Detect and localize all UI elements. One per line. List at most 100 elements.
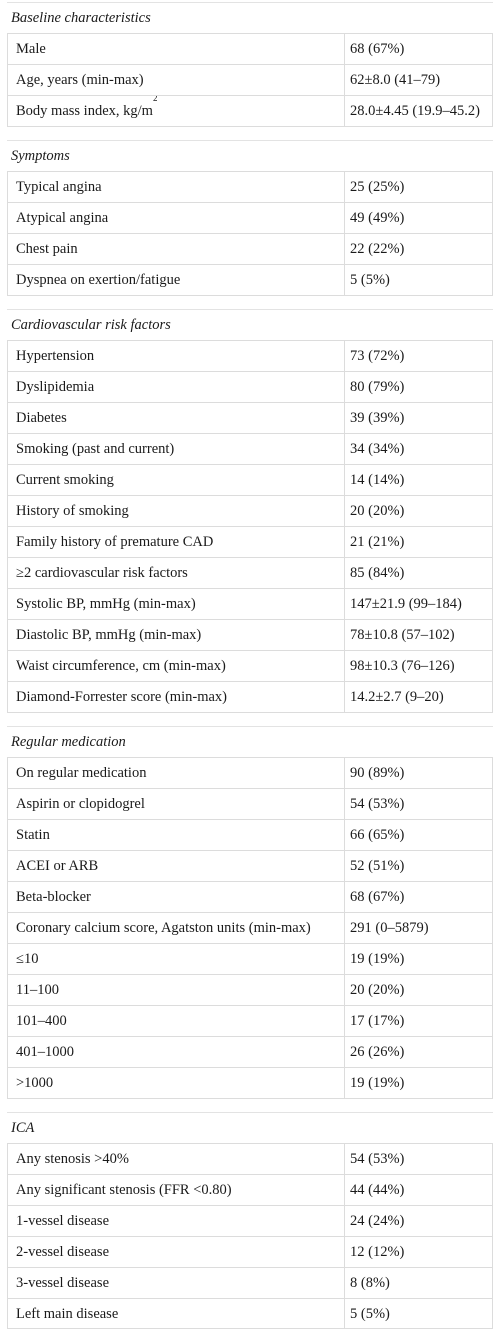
row-label: Diastolic BP, mmHg (min-max) <box>7 620 345 650</box>
row-label: Diamond-Forrester score (min-max) <box>7 682 345 712</box>
section-spacer <box>7 295 493 309</box>
row-value: 17 (17%) <box>345 1006 493 1036</box>
row-value: 14.2±2.7 (9–20) <box>345 682 493 712</box>
section-header-risk-factors: Cardiovascular risk factors <box>7 309 493 340</box>
table-row: Aspirin or clopidogrel 54 (53%) <box>7 788 493 819</box>
row-label: Smoking (past and current) <box>7 434 345 464</box>
row-value: 20 (20%) <box>345 496 493 526</box>
row-value: 19 (19%) <box>345 1068 493 1098</box>
row-value: 73 (72%) <box>345 341 493 371</box>
section-spacer <box>7 126 493 140</box>
row-label: Any stenosis >40% <box>7 1144 345 1174</box>
row-label: Diabetes <box>7 403 345 433</box>
table-row: Diastolic BP, mmHg (min-max) 78±10.8 (57–… <box>7 619 493 650</box>
row-value: 54 (53%) <box>345 789 493 819</box>
table-row: Beta-blocker 68 (67%) <box>7 881 493 912</box>
row-label: Family history of premature CAD <box>7 527 345 557</box>
characteristics-table: Baseline characteristics Male 68 (67%) Ag… <box>7 2 493 1329</box>
row-label: 3-vessel disease <box>7 1268 345 1298</box>
section-spacer <box>7 1098 493 1112</box>
row-label: Waist circumference, cm (min-max) <box>7 651 345 681</box>
table-row: Diamond-Forrester score (min-max) 14.2±2.… <box>7 681 493 712</box>
table-row: Family history of premature CAD 21 (21%) <box>7 526 493 557</box>
row-label: ≥2 cardiovascular risk factors <box>7 558 345 588</box>
row-value: 98±10.3 (76–126) <box>345 651 493 681</box>
row-value: 52 (51%) <box>345 851 493 881</box>
row-label: Statin <box>7 820 345 850</box>
row-label: Male <box>7 34 345 64</box>
table-row: Smoking (past and current) 34 (34%) <box>7 433 493 464</box>
table-row: Chest pain 22 (22%) <box>7 233 493 264</box>
section-header-medication: Regular medication <box>7 726 493 757</box>
row-value: 68 (67%) <box>345 882 493 912</box>
row-value: 21 (21%) <box>345 527 493 557</box>
row-value: 68 (67%) <box>345 34 493 64</box>
table-row: Any stenosis >40% 54 (53%) <box>7 1143 493 1174</box>
row-value: 28.0±4.45 (19.9–45.2) <box>345 96 493 126</box>
row-label: Dyspnea on exertion/fatigue <box>7 265 345 295</box>
section-header-ica: ICA <box>7 1112 493 1143</box>
row-value: 80 (79%) <box>345 372 493 402</box>
row-label: 101–400 <box>7 1006 345 1036</box>
row-value: 25 (25%) <box>345 172 493 202</box>
table-row: History of smoking 20 (20%) <box>7 495 493 526</box>
row-label: 2-vessel disease <box>7 1237 345 1267</box>
row-value: 8 (8%) <box>345 1268 493 1298</box>
row-value: 62±8.0 (41–79) <box>345 65 493 95</box>
row-value: 44 (44%) <box>345 1175 493 1205</box>
table-row: Left main disease 5 (5%) <box>7 1298 493 1329</box>
table-row: Waist circumference, cm (min-max) 98±10.3… <box>7 650 493 681</box>
section-spacer <box>7 712 493 726</box>
row-value: 34 (34%) <box>345 434 493 464</box>
table-row: 3-vessel disease 8 (8%) <box>7 1267 493 1298</box>
row-label-container: Body mass index, kg/m2 <box>7 96 345 126</box>
table-row: Typical angina 25 (25%) <box>7 171 493 202</box>
table-row: Current smoking 14 (14%) <box>7 464 493 495</box>
row-value: 85 (84%) <box>345 558 493 588</box>
row-value: 5 (5%) <box>345 1299 493 1328</box>
row-label: ≤10 <box>7 944 345 974</box>
row-value: 12 (12%) <box>345 1237 493 1267</box>
table-row: ACEI or ARB 52 (51%) <box>7 850 493 881</box>
table-row: Age, years (min-max) 62±8.0 (41–79) <box>7 64 493 95</box>
row-value: 291 (0–5879) <box>345 913 493 943</box>
row-value: 24 (24%) <box>345 1206 493 1236</box>
table-row: 2-vessel disease 12 (12%) <box>7 1236 493 1267</box>
table-row: Dyslipidemia 80 (79%) <box>7 371 493 402</box>
row-value: 147±21.9 (99–184) <box>345 589 493 619</box>
table-row: 101–400 17 (17%) <box>7 1005 493 1036</box>
table-row: 1-vessel disease 24 (24%) <box>7 1205 493 1236</box>
table-row: 11–100 20 (20%) <box>7 974 493 1005</box>
row-label: Left main disease <box>7 1299 345 1328</box>
row-value: 78±10.8 (57–102) <box>345 620 493 650</box>
table-row: Coronary calcium score, Agatston units (… <box>7 912 493 943</box>
table-row: Statin 66 (65%) <box>7 819 493 850</box>
table-row: Body mass index, kg/m2 28.0±4.45 (19.9–45… <box>7 95 493 126</box>
row-label-superscript: 2 <box>152 96 158 103</box>
row-value: 49 (49%) <box>345 203 493 233</box>
row-label: Typical angina <box>7 172 345 202</box>
table-row: On regular medication 90 (89%) <box>7 757 493 788</box>
row-value: 26 (26%) <box>345 1037 493 1067</box>
table-row: Diabetes 39 (39%) <box>7 402 493 433</box>
row-label: Body mass index, kg/m <box>16 103 153 119</box>
table-row: Male 68 (67%) <box>7 33 493 64</box>
row-value: 66 (65%) <box>345 820 493 850</box>
table-row: Any significant stenosis (FFR <0.80) 44 (… <box>7 1174 493 1205</box>
row-label: 1-vessel disease <box>7 1206 345 1236</box>
table-row: Atypical angina 49 (49%) <box>7 202 493 233</box>
row-value: 14 (14%) <box>345 465 493 495</box>
row-label: Atypical angina <box>7 203 345 233</box>
row-label: Any significant stenosis (FFR <0.80) <box>7 1175 345 1205</box>
row-label: History of smoking <box>7 496 345 526</box>
row-label: Dyslipidemia <box>7 372 345 402</box>
row-value: 90 (89%) <box>345 758 493 788</box>
row-value: 22 (22%) <box>345 234 493 264</box>
row-label: 401–1000 <box>7 1037 345 1067</box>
row-label: Current smoking <box>7 465 345 495</box>
row-value: 39 (39%) <box>345 403 493 433</box>
table-row: ≥2 cardiovascular risk factors 85 (84%) <box>7 557 493 588</box>
row-value: 20 (20%) <box>345 975 493 1005</box>
row-label: >1000 <box>7 1068 345 1098</box>
table-row: Systolic BP, mmHg (min-max) 147±21.9 (99–… <box>7 588 493 619</box>
